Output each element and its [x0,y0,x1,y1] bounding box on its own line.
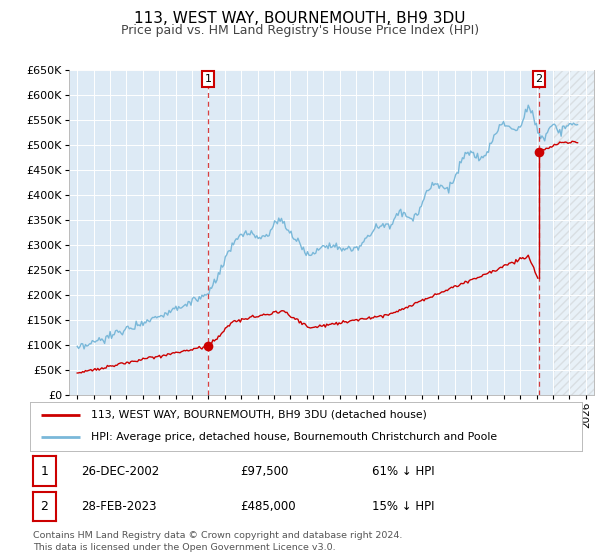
Text: £485,000: £485,000 [240,500,296,513]
Text: 15% ↓ HPI: 15% ↓ HPI [372,500,434,513]
Text: 113, WEST WAY, BOURNEMOUTH, BH9 3DU (detached house): 113, WEST WAY, BOURNEMOUTH, BH9 3DU (det… [91,410,427,420]
Text: HPI: Average price, detached house, Bournemouth Christchurch and Poole: HPI: Average price, detached house, Bour… [91,432,497,442]
Text: Price paid vs. HM Land Registry's House Price Index (HPI): Price paid vs. HM Land Registry's House … [121,24,479,36]
Text: 1: 1 [205,74,211,84]
Text: 113, WEST WAY, BOURNEMOUTH, BH9 3DU: 113, WEST WAY, BOURNEMOUTH, BH9 3DU [134,11,466,26]
Bar [554,70,600,395]
Text: Contains HM Land Registry data © Crown copyright and database right 2024.
This d: Contains HM Land Registry data © Crown c… [33,531,403,552]
Text: £97,500: £97,500 [240,465,289,478]
Text: 61% ↓ HPI: 61% ↓ HPI [372,465,434,478]
Text: 2: 2 [535,74,542,84]
Text: 26-DEC-2002: 26-DEC-2002 [81,465,159,478]
Text: 1: 1 [40,465,49,478]
Text: 28-FEB-2023: 28-FEB-2023 [81,500,157,513]
Text: 2: 2 [40,500,49,513]
